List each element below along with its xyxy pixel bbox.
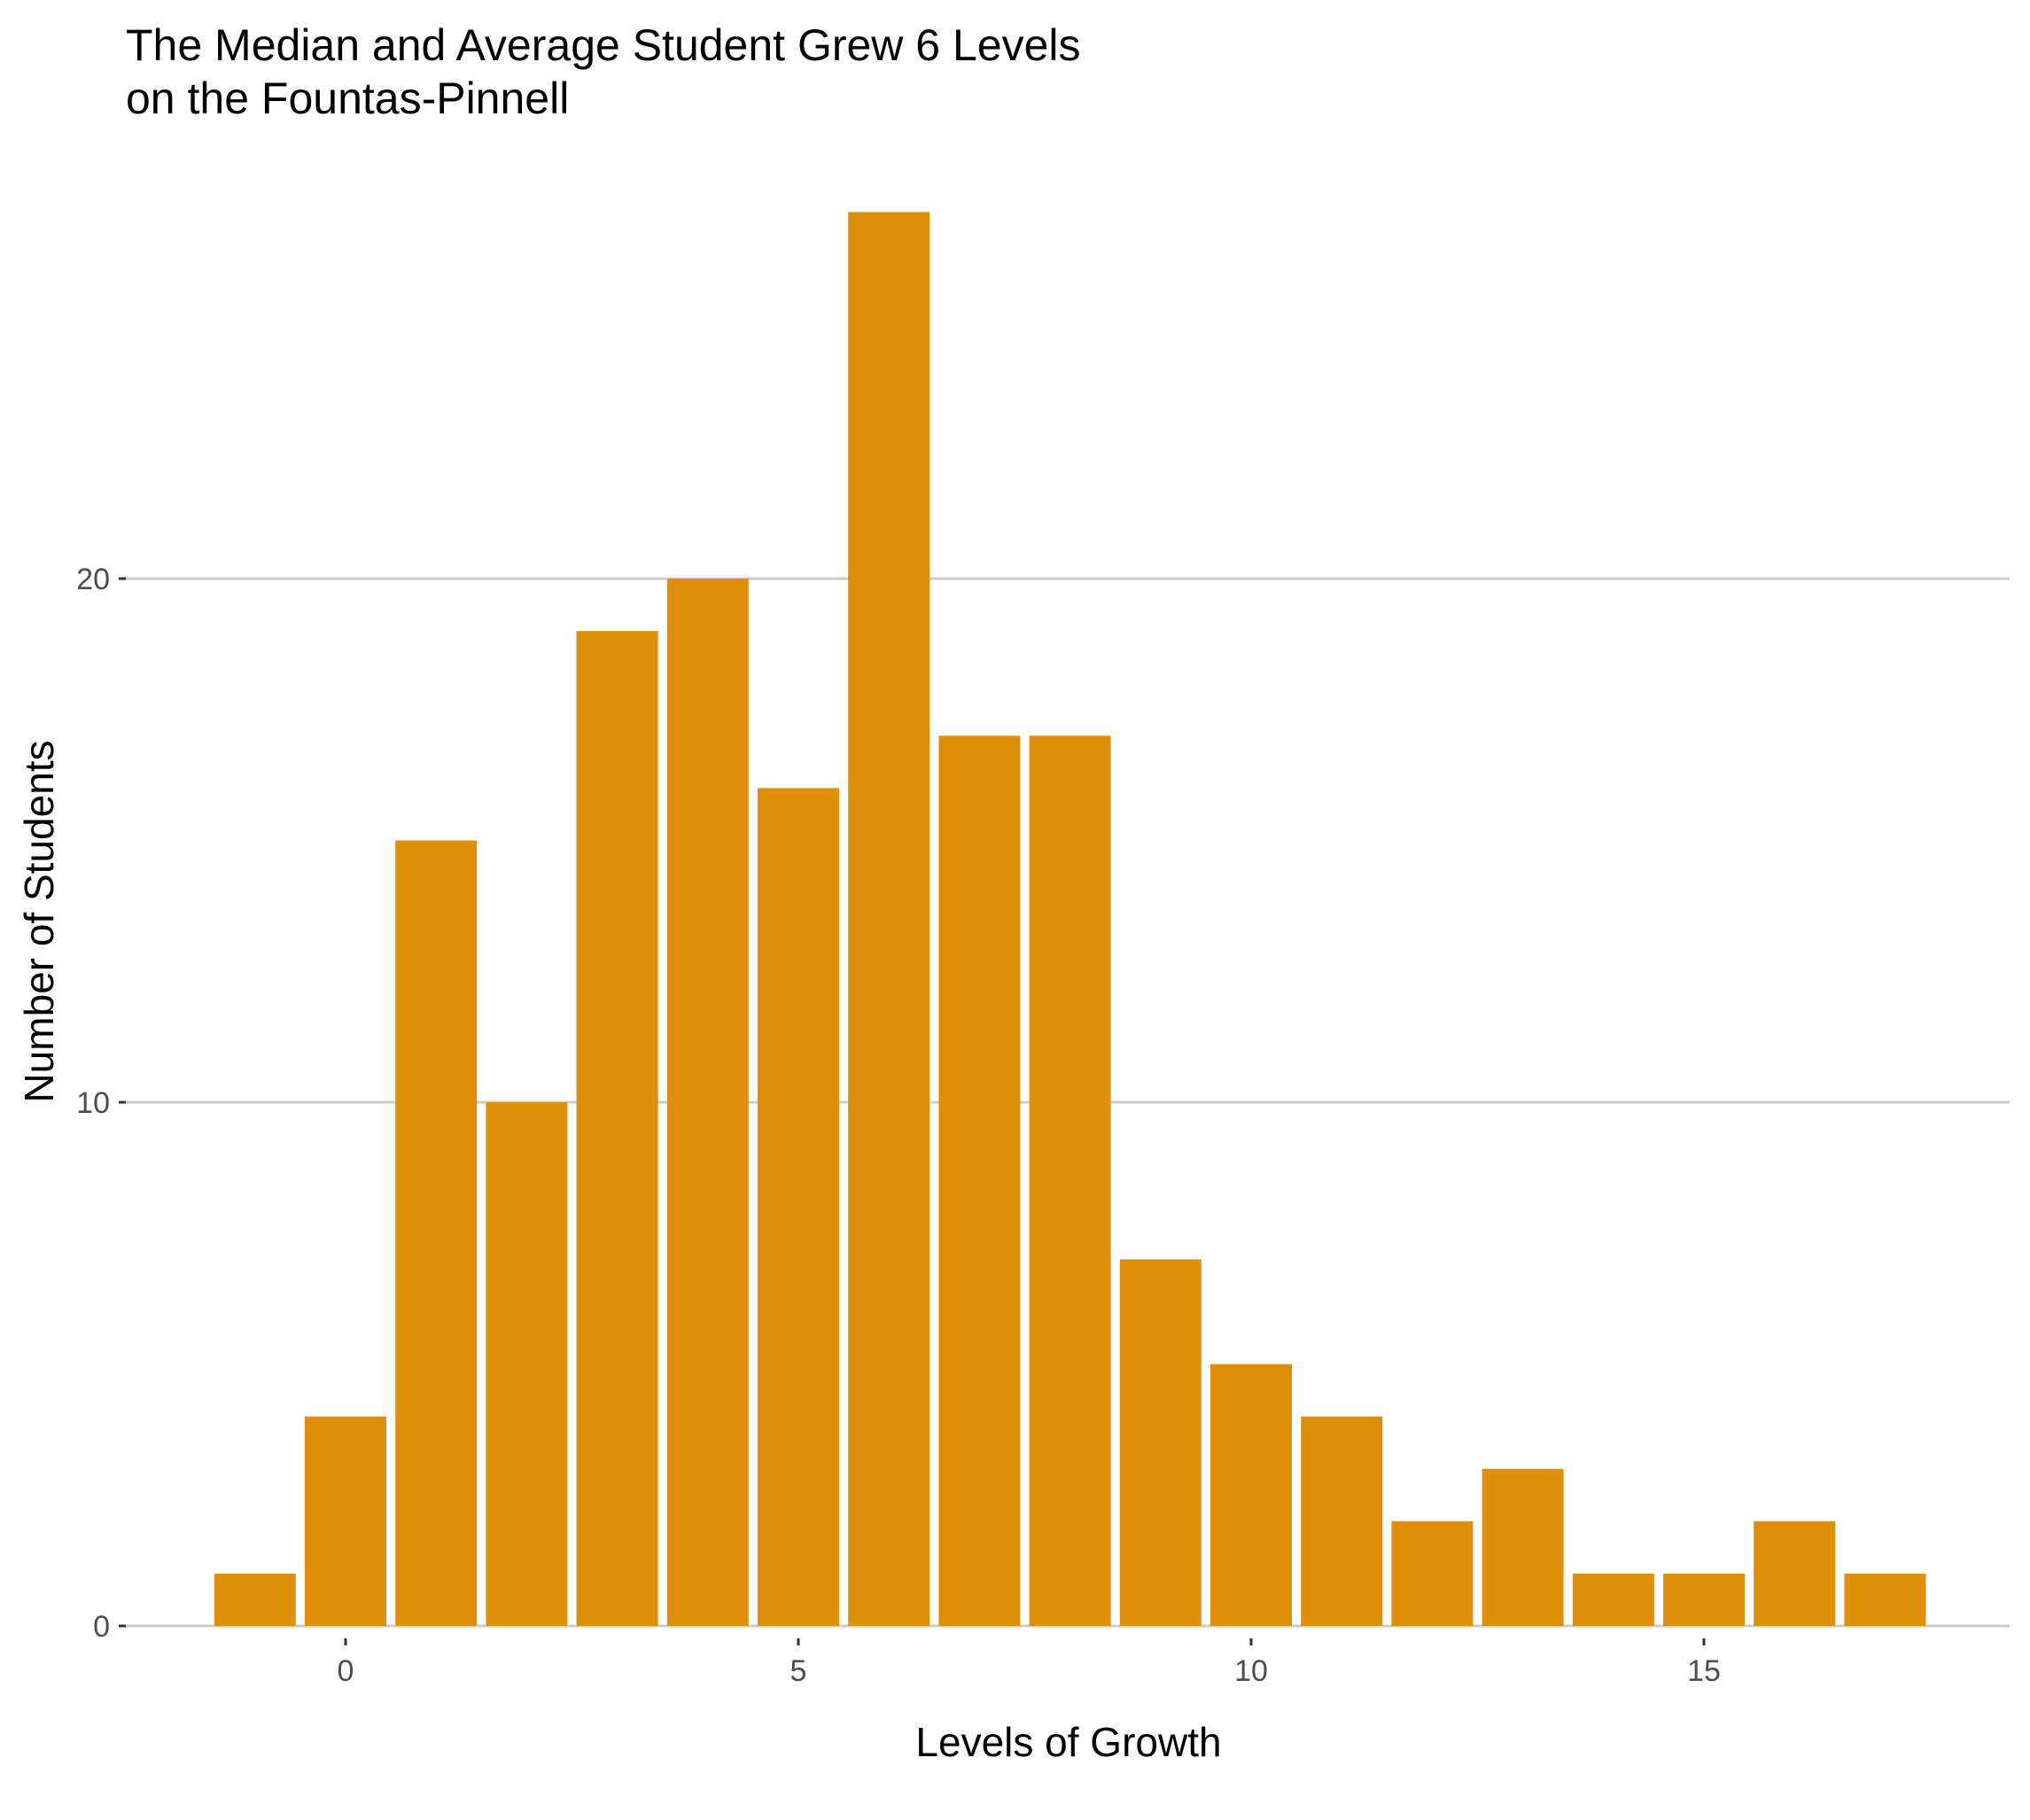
x-tick-label-5: 5	[790, 1654, 807, 1688]
y-tick-label-0: 0	[93, 1610, 110, 1644]
bar-level-9	[1119, 1259, 1202, 1626]
bar-level-12	[1391, 1521, 1474, 1626]
bar-level-17	[1844, 1573, 1926, 1626]
bar-level-2	[486, 1102, 568, 1626]
x-axis-ticks: 0 5 10 15	[338, 1638, 1721, 1688]
bar-level--1	[214, 1573, 296, 1626]
bars	[214, 212, 1926, 1626]
bar-level-1	[395, 840, 478, 1626]
bar-level-4	[666, 579, 749, 1626]
x-tick-label-15: 15	[1687, 1654, 1721, 1688]
bar-level-0	[305, 1416, 386, 1626]
bar-level-13	[1482, 1468, 1564, 1626]
bar-level-14	[1572, 1573, 1654, 1626]
bar-level-11	[1301, 1416, 1383, 1626]
y-axis-title: Number of Students	[16, 740, 62, 1102]
x-tick-label-0: 0	[338, 1654, 354, 1688]
bar-level-5	[758, 788, 839, 1626]
bar-level-7	[938, 735, 1021, 1626]
bar-level-10	[1210, 1364, 1292, 1626]
y-tick-label-10: 10	[76, 1086, 110, 1120]
bar-level-3	[576, 631, 658, 1626]
chart-title-line-1: The Median and Average Student Grew 6 Le…	[126, 20, 1081, 70]
bar-level-8	[1029, 735, 1111, 1626]
bar-level-15	[1663, 1573, 1745, 1626]
bar-level-16	[1754, 1521, 1836, 1626]
bar-level-6	[848, 212, 930, 1626]
y-tick-label-20: 20	[76, 563, 110, 596]
chart-title-line-2: on the Fountas-Pinnell	[126, 74, 570, 123]
y-axis-ticks: 0 10 20	[76, 563, 126, 1644]
x-tick-label-10: 10	[1234, 1654, 1268, 1688]
x-axis-title: Levels of Growth	[915, 1719, 1221, 1765]
